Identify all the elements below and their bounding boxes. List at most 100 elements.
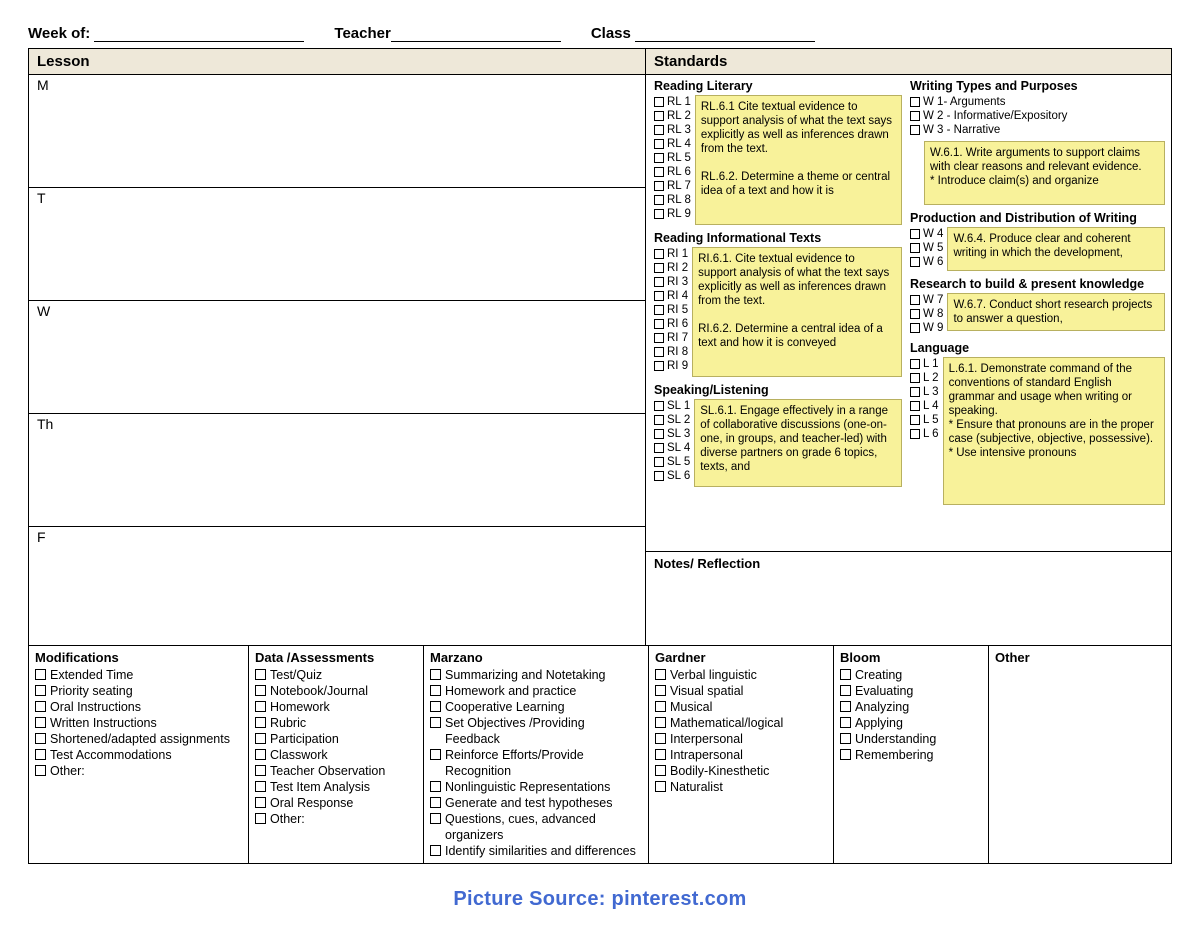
bottom-item[interactable]: Questions, cues, advanced organizers [430,811,642,843]
checkbox-rl-3[interactable]: RL 3 [654,123,691,137]
day-m[interactable]: M [29,75,645,188]
checkbox-rl-7[interactable]: RL 7 [654,179,691,193]
checkbox-w-3-narrative[interactable]: W 3 - Narrative [910,123,1165,137]
checkbox-l-5[interactable]: L 5 [910,413,939,427]
bottom-item[interactable]: Bodily-Kinesthetic [655,763,827,779]
checkbox-rl-8[interactable]: RL 8 [654,193,691,207]
bottom-item[interactable]: Musical [655,699,827,715]
checkbox-sl-2[interactable]: SL 2 [654,413,690,427]
std-note: W.6.1. Write arguments to support claims… [924,141,1165,205]
bottom-item[interactable]: Summarizing and Notetaking [430,667,642,683]
bottom-item[interactable]: Visual spatial [655,683,827,699]
checkbox-l-2[interactable]: L 2 [910,371,939,385]
checkbox-rl-6[interactable]: RL 6 [654,165,691,179]
bottom-item[interactable]: Other: [255,811,417,827]
bottom-item[interactable]: Notebook/Journal [255,683,417,699]
bottom-item[interactable]: Verbal linguistic [655,667,827,683]
bottom-item[interactable]: Naturalist [655,779,827,795]
day-f[interactable]: F [29,527,645,645]
bottom-item[interactable]: Set Objectives /Providing Feedback [430,715,642,747]
day-t[interactable]: T [29,188,645,301]
week-blank[interactable] [94,26,304,42]
bottom-item[interactable]: Remembering [840,747,982,763]
bottom-item[interactable]: Evaluating [840,683,982,699]
checkbox-ri-3[interactable]: RI 3 [654,275,688,289]
bottom-item[interactable]: Test/Quiz [255,667,417,683]
bottom-item[interactable]: Priority seating [35,683,242,699]
checkbox-rl-1[interactable]: RL 1 [654,95,691,109]
bottom-item[interactable]: Intrapersonal [655,747,827,763]
checkbox-rl-9[interactable]: RL 9 [654,207,691,221]
day-w[interactable]: W [29,301,645,414]
checkbox-ri-9[interactable]: RI 9 [654,359,688,373]
checkbox-l-3[interactable]: L 3 [910,385,939,399]
checkbox-ri-1[interactable]: RI 1 [654,247,688,261]
bottom-item[interactable]: Creating [840,667,982,683]
checkbox-sl-4[interactable]: SL 4 [654,441,690,455]
bottom-col-marzano: MarzanoSummarizing and NotetakingHomewor… [424,646,649,863]
bottom-item[interactable]: Extended Time [35,667,242,683]
bottom-item[interactable]: Homework [255,699,417,715]
checkbox-ri-5[interactable]: RI 5 [654,303,688,317]
bottom-item[interactable]: Nonlinguistic Representations [430,779,642,795]
bottom-item[interactable]: Mathematical/logical [655,715,827,731]
day-th[interactable]: Th [29,414,645,527]
checkbox-rl-4[interactable]: RL 4 [654,137,691,151]
bottom-item[interactable]: Teacher Observation [255,763,417,779]
checkbox-sl-5[interactable]: SL 5 [654,455,690,469]
bottom-item[interactable]: Analyzing [840,699,982,715]
class-label: Class [591,25,631,42]
checkbox-l-6[interactable]: L 6 [910,427,939,441]
bottom-item[interactable]: Identify similarities and differences [430,843,642,859]
checkbox-rl-5[interactable]: RL 5 [654,151,691,165]
std-title: Writing Types and Purposes [910,79,1165,93]
checkbox-w-8[interactable]: W 8 [910,307,943,321]
checkbox-sl-3[interactable]: SL 3 [654,427,690,441]
checkbox-l-1[interactable]: L 1 [910,357,939,371]
checkbox-ri-4[interactable]: RI 4 [654,289,688,303]
checkbox-ri-2[interactable]: RI 2 [654,261,688,275]
bottom-item[interactable]: Shortened/adapted assignments [35,731,242,747]
teacher-blank[interactable] [391,26,561,42]
checkbox-sl-1[interactable]: SL 1 [654,399,690,413]
checkbox-w-6[interactable]: W 6 [910,255,943,269]
checkbox-w-9[interactable]: W 9 [910,321,943,335]
bottom-col-gardner: GardnerVerbal linguisticVisual spatialMu… [649,646,834,863]
bottom-item[interactable]: Classwork [255,747,417,763]
bottom-title: Modifications [35,650,242,665]
bottom-item[interactable]: Interpersonal [655,731,827,747]
checkbox-ri-6[interactable]: RI 6 [654,317,688,331]
bottom-item[interactable]: Understanding [840,731,982,747]
bottom-item[interactable]: Participation [255,731,417,747]
bottom-item[interactable]: Test Accommodations [35,747,242,763]
bottom-col-other: Other [989,646,1171,863]
bottom-item[interactable]: Oral Response [255,795,417,811]
checkbox-w-2-informative-expository[interactable]: W 2 - Informative/Expository [910,109,1165,123]
checkbox-ri-7[interactable]: RI 7 [654,331,688,345]
bottom-item[interactable]: Applying [840,715,982,731]
bottom-item[interactable]: Generate and test hypotheses [430,795,642,811]
class-blank[interactable] [635,26,815,42]
checkbox-w-7[interactable]: W 7 [910,293,943,307]
checkbox-w-4[interactable]: W 4 [910,227,943,241]
checkbox-ri-8[interactable]: RI 8 [654,345,688,359]
std-note: RI.6.1. Cite textual evidence to support… [692,247,902,377]
checkbox-l-4[interactable]: L 4 [910,399,939,413]
bottom-item[interactable]: Rubric [255,715,417,731]
bottom-item[interactable]: Oral Instructions [35,699,242,715]
checkbox-rl-2[interactable]: RL 2 [654,109,691,123]
bottom-item[interactable]: Cooperative Learning [430,699,642,715]
std-title: Reading Literary [654,79,902,93]
std-note: L.6.1. Demonstrate command of the conven… [943,357,1165,505]
bottom-item[interactable]: Homework and practice [430,683,642,699]
bottom-col-data-assessments: Data /Assessments Test/QuizNotebook/Journ… [249,646,424,863]
checkbox-w-5[interactable]: W 5 [910,241,943,255]
checkbox-w-1-arguments[interactable]: W 1- Arguments [910,95,1165,109]
checkbox-sl-6[interactable]: SL 6 [654,469,690,483]
bottom-item[interactable]: Other: [35,763,242,779]
notes-section[interactable]: Notes/ Reflection [646,552,1171,645]
bottom-item[interactable]: Written Instructions [35,715,242,731]
bottom-item[interactable]: Test Item Analysis [255,779,417,795]
bottom-title: Data /Assessments [255,650,417,665]
bottom-item[interactable]: Reinforce Efforts/Provide Recognition [430,747,642,779]
